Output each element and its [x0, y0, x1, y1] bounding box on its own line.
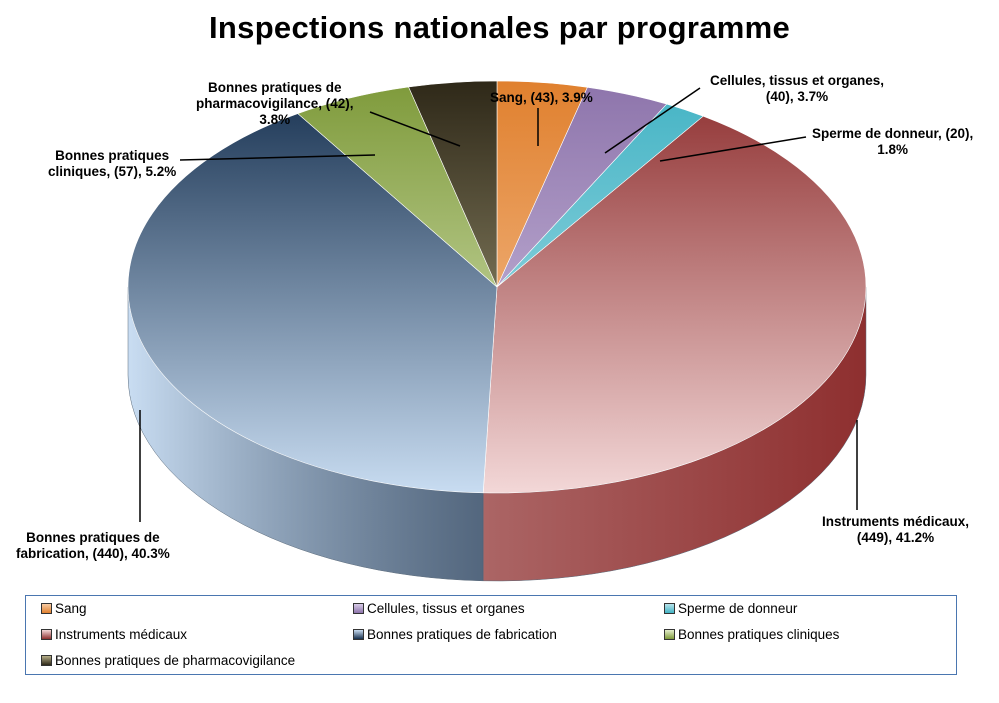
legend-item-pharmacovigilance: Bonnes pratiques de pharmacovigilance	[41, 653, 295, 668]
leader-line-sperme	[659, 136, 807, 162]
legend-item-instruments: Instruments médicaux	[41, 627, 187, 642]
data-label-instruments: Instruments médicaux, (449), 41.2%	[822, 514, 970, 545]
chart-title: Inspections nationales par programme	[209, 10, 790, 45]
legend-swatch	[41, 603, 52, 614]
legend-swatch	[664, 603, 675, 614]
data-label-sperme: Sperme de donneur, (20), 1.8%	[812, 126, 974, 157]
legend-swatch	[353, 603, 364, 614]
data-label-cellules: Cellules, tissus et organes, (40), 3.7%	[710, 73, 885, 104]
legend-swatch	[41, 629, 52, 640]
data-label-cliniques: Bonnes pratiques cliniques, (57), 5.2%	[48, 148, 177, 179]
data-label-pharmacovigilance: Bonnes pratiques de pharmacovigilance, (4…	[196, 80, 354, 127]
pie-slice-bonnes-pratiques-de-fabrication	[127, 113, 498, 494]
leader-line-cellules	[604, 87, 701, 154]
legend-swatch	[41, 655, 52, 666]
leader-line-cliniques	[179, 154, 376, 161]
pie-slice-instruments-medicaux	[482, 115, 867, 494]
legend-item-sperme: Sperme de donneur	[664, 601, 797, 616]
data-label-fabrication: Bonnes pratiques de fabrication, (440), 4…	[16, 530, 170, 561]
legend-swatch	[353, 629, 364, 640]
legend-item-cellules: Cellules, tissus et organes	[353, 601, 525, 616]
leader-line-pharmacovigilance	[369, 111, 461, 147]
legend-swatch	[664, 629, 675, 640]
legend-item-cliniques: Bonnes pratiques cliniques	[664, 627, 839, 642]
legend: Sang Cellules, tissus et organes Sperme …	[25, 595, 957, 675]
data-label-sang: Sang, (43), 3.9%	[490, 90, 593, 105]
legend-item-fabrication: Bonnes pratiques de fabrication	[353, 627, 557, 642]
legend-item-sang: Sang	[41, 601, 87, 616]
pie-slice-bonnes-pratiques-de-pharmacovigilance	[408, 80, 498, 288]
